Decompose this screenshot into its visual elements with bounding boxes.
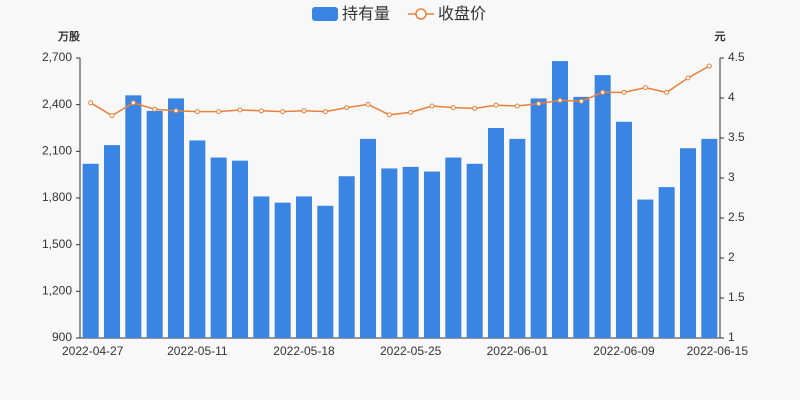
bar — [445, 157, 462, 338]
bar — [189, 140, 206, 338]
line-point — [408, 109, 414, 115]
bar — [424, 171, 440, 338]
line-point — [472, 105, 478, 111]
bar — [616, 121, 632, 339]
x-tick-label: 2022-05-25 — [380, 344, 442, 358]
bar — [232, 160, 248, 338]
y-tick-label: 1,800 — [42, 190, 72, 204]
x-tick-label: 2022-05-18 — [273, 344, 335, 358]
legend-label: 收盘价 — [438, 4, 486, 23]
line-point — [685, 75, 691, 81]
bar — [594, 75, 611, 338]
bar — [146, 110, 163, 338]
bar — [680, 148, 696, 338]
line-point — [344, 105, 350, 111]
line-point — [258, 108, 264, 114]
bar — [296, 196, 312, 338]
line-point — [578, 98, 584, 104]
line-point — [173, 108, 179, 114]
bar — [658, 187, 675, 338]
line-point — [365, 101, 371, 107]
y-tick-label: 2,700 — [42, 50, 72, 64]
x-tick-label: 2022-06-01 — [487, 344, 549, 358]
bar — [488, 128, 504, 338]
line-point — [450, 105, 456, 111]
line-point — [237, 107, 243, 113]
y2-tick-label: 4 — [728, 90, 735, 104]
bar — [637, 199, 654, 338]
line-point — [664, 89, 670, 95]
y2-tick-label: 3 — [728, 170, 735, 184]
y-tick-label: 1,500 — [42, 237, 72, 251]
x-tick-label: 2022-04-27 — [62, 344, 124, 358]
bar — [338, 176, 355, 338]
line-point — [536, 101, 542, 107]
y2-tick-label: 1 — [728, 330, 735, 344]
bar — [253, 196, 270, 338]
x-tick-label: 2022-06-09 — [593, 344, 655, 358]
line-point — [109, 113, 115, 119]
bar — [509, 138, 526, 338]
bar — [104, 145, 120, 338]
line-point — [194, 109, 200, 115]
y2-tick-label: 1.5 — [728, 290, 745, 304]
x-tick-label: 2022-05-11 — [167, 344, 228, 358]
line-point — [301, 108, 307, 114]
y-tick-label: 1,200 — [42, 284, 72, 298]
y-tick-label: 2,100 — [42, 144, 72, 158]
line-point — [706, 63, 712, 69]
y2-unit: 元 — [715, 30, 726, 43]
y-tick-label: 2,400 — [42, 97, 72, 111]
bar — [168, 98, 184, 338]
bar — [466, 163, 483, 338]
line-point — [216, 109, 222, 115]
bar — [701, 138, 718, 338]
y2-tick-label: 3.5 — [728, 130, 745, 144]
legend-swatch — [312, 7, 338, 21]
y-tick-label: 900 — [52, 330, 72, 344]
bar — [573, 96, 590, 338]
bar — [210, 157, 227, 338]
line-point — [514, 103, 520, 109]
y2-tick-label: 2.5 — [728, 210, 745, 224]
legend-label: 持有量 — [342, 5, 390, 23]
line-point — [386, 112, 392, 118]
bar — [360, 138, 376, 338]
bar — [82, 163, 99, 338]
bar — [125, 95, 142, 338]
line-point — [130, 100, 136, 106]
bar — [381, 168, 398, 338]
bar — [402, 166, 419, 338]
bar — [530, 98, 547, 338]
legend-swatch — [415, 8, 427, 20]
line-point — [600, 89, 606, 95]
line-point — [557, 97, 563, 103]
line — [90, 65, 710, 117]
y-unit: 万股 — [57, 30, 81, 43]
bar — [552, 61, 568, 338]
line-point — [621, 89, 627, 95]
line-point — [280, 109, 286, 115]
line-point — [493, 102, 499, 108]
line-point — [642, 85, 648, 91]
bar — [317, 205, 334, 338]
line-point — [88, 100, 94, 106]
y2-tick-label: 2 — [728, 250, 735, 264]
line-point — [322, 109, 328, 115]
y2-tick-label: 4.5 — [728, 50, 745, 64]
line-point — [152, 106, 158, 112]
bar — [274, 202, 291, 338]
x-tick-label: 2022-06-15 — [687, 344, 749, 358]
line-point — [429, 103, 435, 109]
